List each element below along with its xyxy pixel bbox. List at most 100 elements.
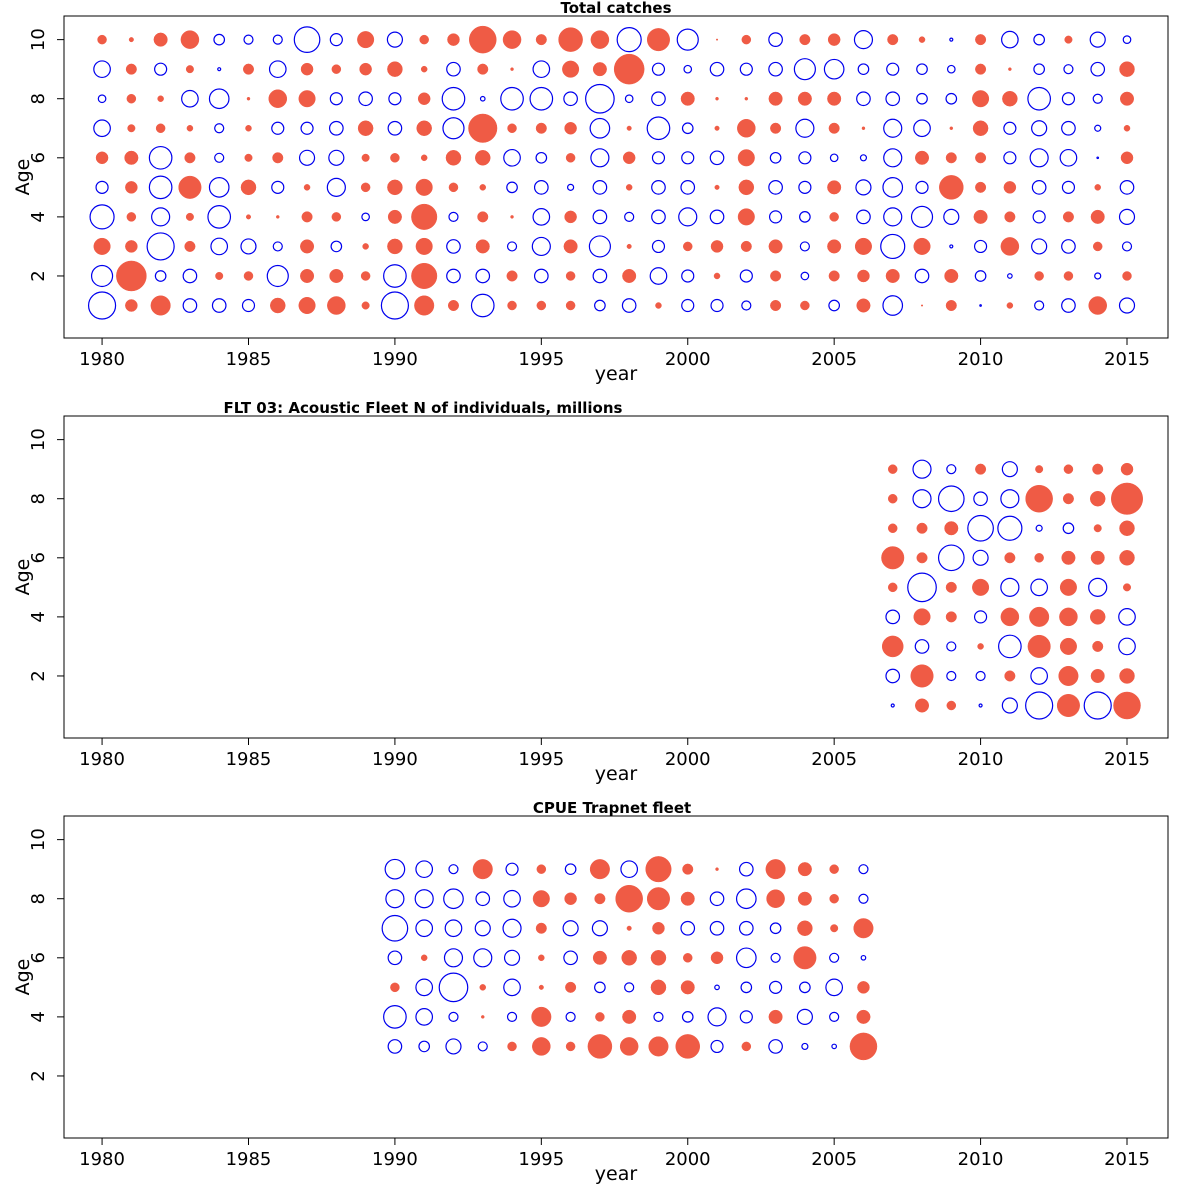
negative-residual-bubble xyxy=(1000,489,1020,509)
positive-residual-bubble xyxy=(916,522,928,534)
negative-residual-bubble xyxy=(446,239,461,254)
negative-residual-bubble xyxy=(477,1041,488,1052)
positive-residual-bubble xyxy=(565,300,576,311)
positive-residual-bubble xyxy=(1094,184,1101,191)
positive-residual-bubble xyxy=(185,65,194,74)
positive-residual-bubble xyxy=(126,93,137,104)
negative-residual-bubble xyxy=(1061,180,1076,194)
positive-residual-bubble xyxy=(797,920,813,937)
negative-residual-bubble xyxy=(272,241,283,252)
positive-residual-bubble xyxy=(715,867,719,871)
positive-residual-bubble xyxy=(1120,151,1134,165)
positive-residual-bubble xyxy=(242,63,254,75)
negative-residual-bubble xyxy=(914,268,930,284)
negative-residual-bubble xyxy=(387,1039,403,1054)
negative-residual-bubble xyxy=(829,952,840,963)
positive-residual-bubble xyxy=(535,122,547,134)
negative-residual-bubble xyxy=(293,26,321,53)
positive-residual-bubble xyxy=(741,34,752,45)
negative-residual-bubble xyxy=(445,1038,462,1055)
negative-residual-bubble xyxy=(1089,31,1106,48)
x-axis-label: year xyxy=(595,1163,638,1185)
negative-residual-bubble xyxy=(441,86,466,111)
positive-residual-bubble xyxy=(1059,637,1077,655)
positive-residual-bubble xyxy=(1090,668,1105,683)
negative-residual-bubble xyxy=(798,180,812,194)
x-tick-label: 2005 xyxy=(811,1149,857,1170)
positive-residual-bubble xyxy=(587,1034,613,1059)
positive-residual-bubble xyxy=(680,91,695,106)
negative-residual-bubble xyxy=(857,63,870,76)
negative-residual-bubble xyxy=(972,549,989,566)
negative-residual-bubble xyxy=(856,209,871,225)
positive-residual-bubble xyxy=(715,96,719,101)
positive-residual-bubble xyxy=(477,211,489,223)
positive-residual-bubble xyxy=(650,950,667,966)
negative-residual-bubble xyxy=(506,241,518,252)
negative-residual-bubble xyxy=(709,61,725,77)
negative-residual-bubble xyxy=(1119,179,1135,195)
positive-residual-bubble xyxy=(972,120,989,137)
positive-residual-bubble xyxy=(155,123,166,134)
positive-residual-bubble xyxy=(331,64,342,74)
negative-residual-bubble xyxy=(949,244,954,249)
positive-residual-bubble xyxy=(1123,583,1132,592)
positive-residual-bubble xyxy=(621,950,637,966)
negative-residual-bubble xyxy=(448,1011,459,1022)
negative-residual-bubble xyxy=(801,1042,809,1051)
negative-residual-bubble xyxy=(443,888,464,910)
negative-residual-bubble xyxy=(414,889,434,909)
positive-residual-bubble xyxy=(1027,634,1051,658)
negative-residual-bubble xyxy=(361,212,370,222)
positive-residual-bubble xyxy=(502,30,522,49)
positive-residual-bubble xyxy=(972,578,990,596)
positive-residual-bubble xyxy=(361,153,370,162)
negative-residual-bubble xyxy=(823,58,845,80)
positive-residual-bubble xyxy=(945,581,957,593)
negative-residual-bubble xyxy=(616,27,642,53)
positive-residual-bubble xyxy=(741,1041,752,1052)
negative-residual-bubble xyxy=(148,145,173,170)
positive-residual-bubble xyxy=(1029,606,1050,627)
negative-residual-bubble xyxy=(621,298,637,313)
positive-residual-bubble xyxy=(357,31,375,49)
positive-residual-bubble xyxy=(682,241,693,252)
positive-residual-bubble xyxy=(737,208,755,226)
x-tick-label: 2010 xyxy=(958,749,1004,770)
positive-residual-bubble xyxy=(419,34,429,45)
positive-residual-bubble xyxy=(710,240,724,253)
negative-residual-bubble xyxy=(945,92,958,105)
positive-residual-bubble xyxy=(770,300,782,312)
negative-residual-bubble xyxy=(907,572,937,603)
negative-residual-bubble xyxy=(380,291,410,320)
negative-residual-bubble xyxy=(479,95,486,102)
negative-residual-bubble xyxy=(768,210,783,224)
positive-residual-bubble xyxy=(915,150,930,165)
negative-residual-bubble xyxy=(681,151,695,165)
positive-residual-bubble xyxy=(1000,607,1020,627)
positive-residual-bubble xyxy=(157,95,164,102)
negative-residual-bubble xyxy=(154,270,167,282)
negative-residual-bubble xyxy=(883,118,903,138)
y-tick-label: 2 xyxy=(28,670,49,681)
negative-residual-bubble xyxy=(624,982,635,993)
y-tick-label: 2 xyxy=(28,270,49,281)
positive-residual-bubble xyxy=(861,126,866,131)
negative-residual-bubble xyxy=(1034,300,1045,311)
positive-residual-bubble xyxy=(768,91,783,106)
positive-residual-bubble xyxy=(531,1006,552,1027)
positive-residual-bubble xyxy=(1008,67,1012,71)
positive-residual-bubble xyxy=(468,113,498,143)
positive-residual-bubble xyxy=(507,1041,517,1052)
positive-residual-bubble xyxy=(881,635,904,658)
positive-residual-bubble xyxy=(538,984,544,990)
negative-residual-bubble xyxy=(946,641,957,652)
negative-residual-bubble xyxy=(386,31,404,48)
negative-residual-bubble xyxy=(268,60,287,79)
negative-residual-bubble xyxy=(448,864,459,875)
positive-residual-bubble xyxy=(536,300,547,311)
negative-residual-bubble xyxy=(208,176,230,198)
positive-residual-bubble xyxy=(615,884,643,913)
positive-residual-bubble xyxy=(245,214,251,220)
negative-residual-bubble xyxy=(563,91,578,107)
